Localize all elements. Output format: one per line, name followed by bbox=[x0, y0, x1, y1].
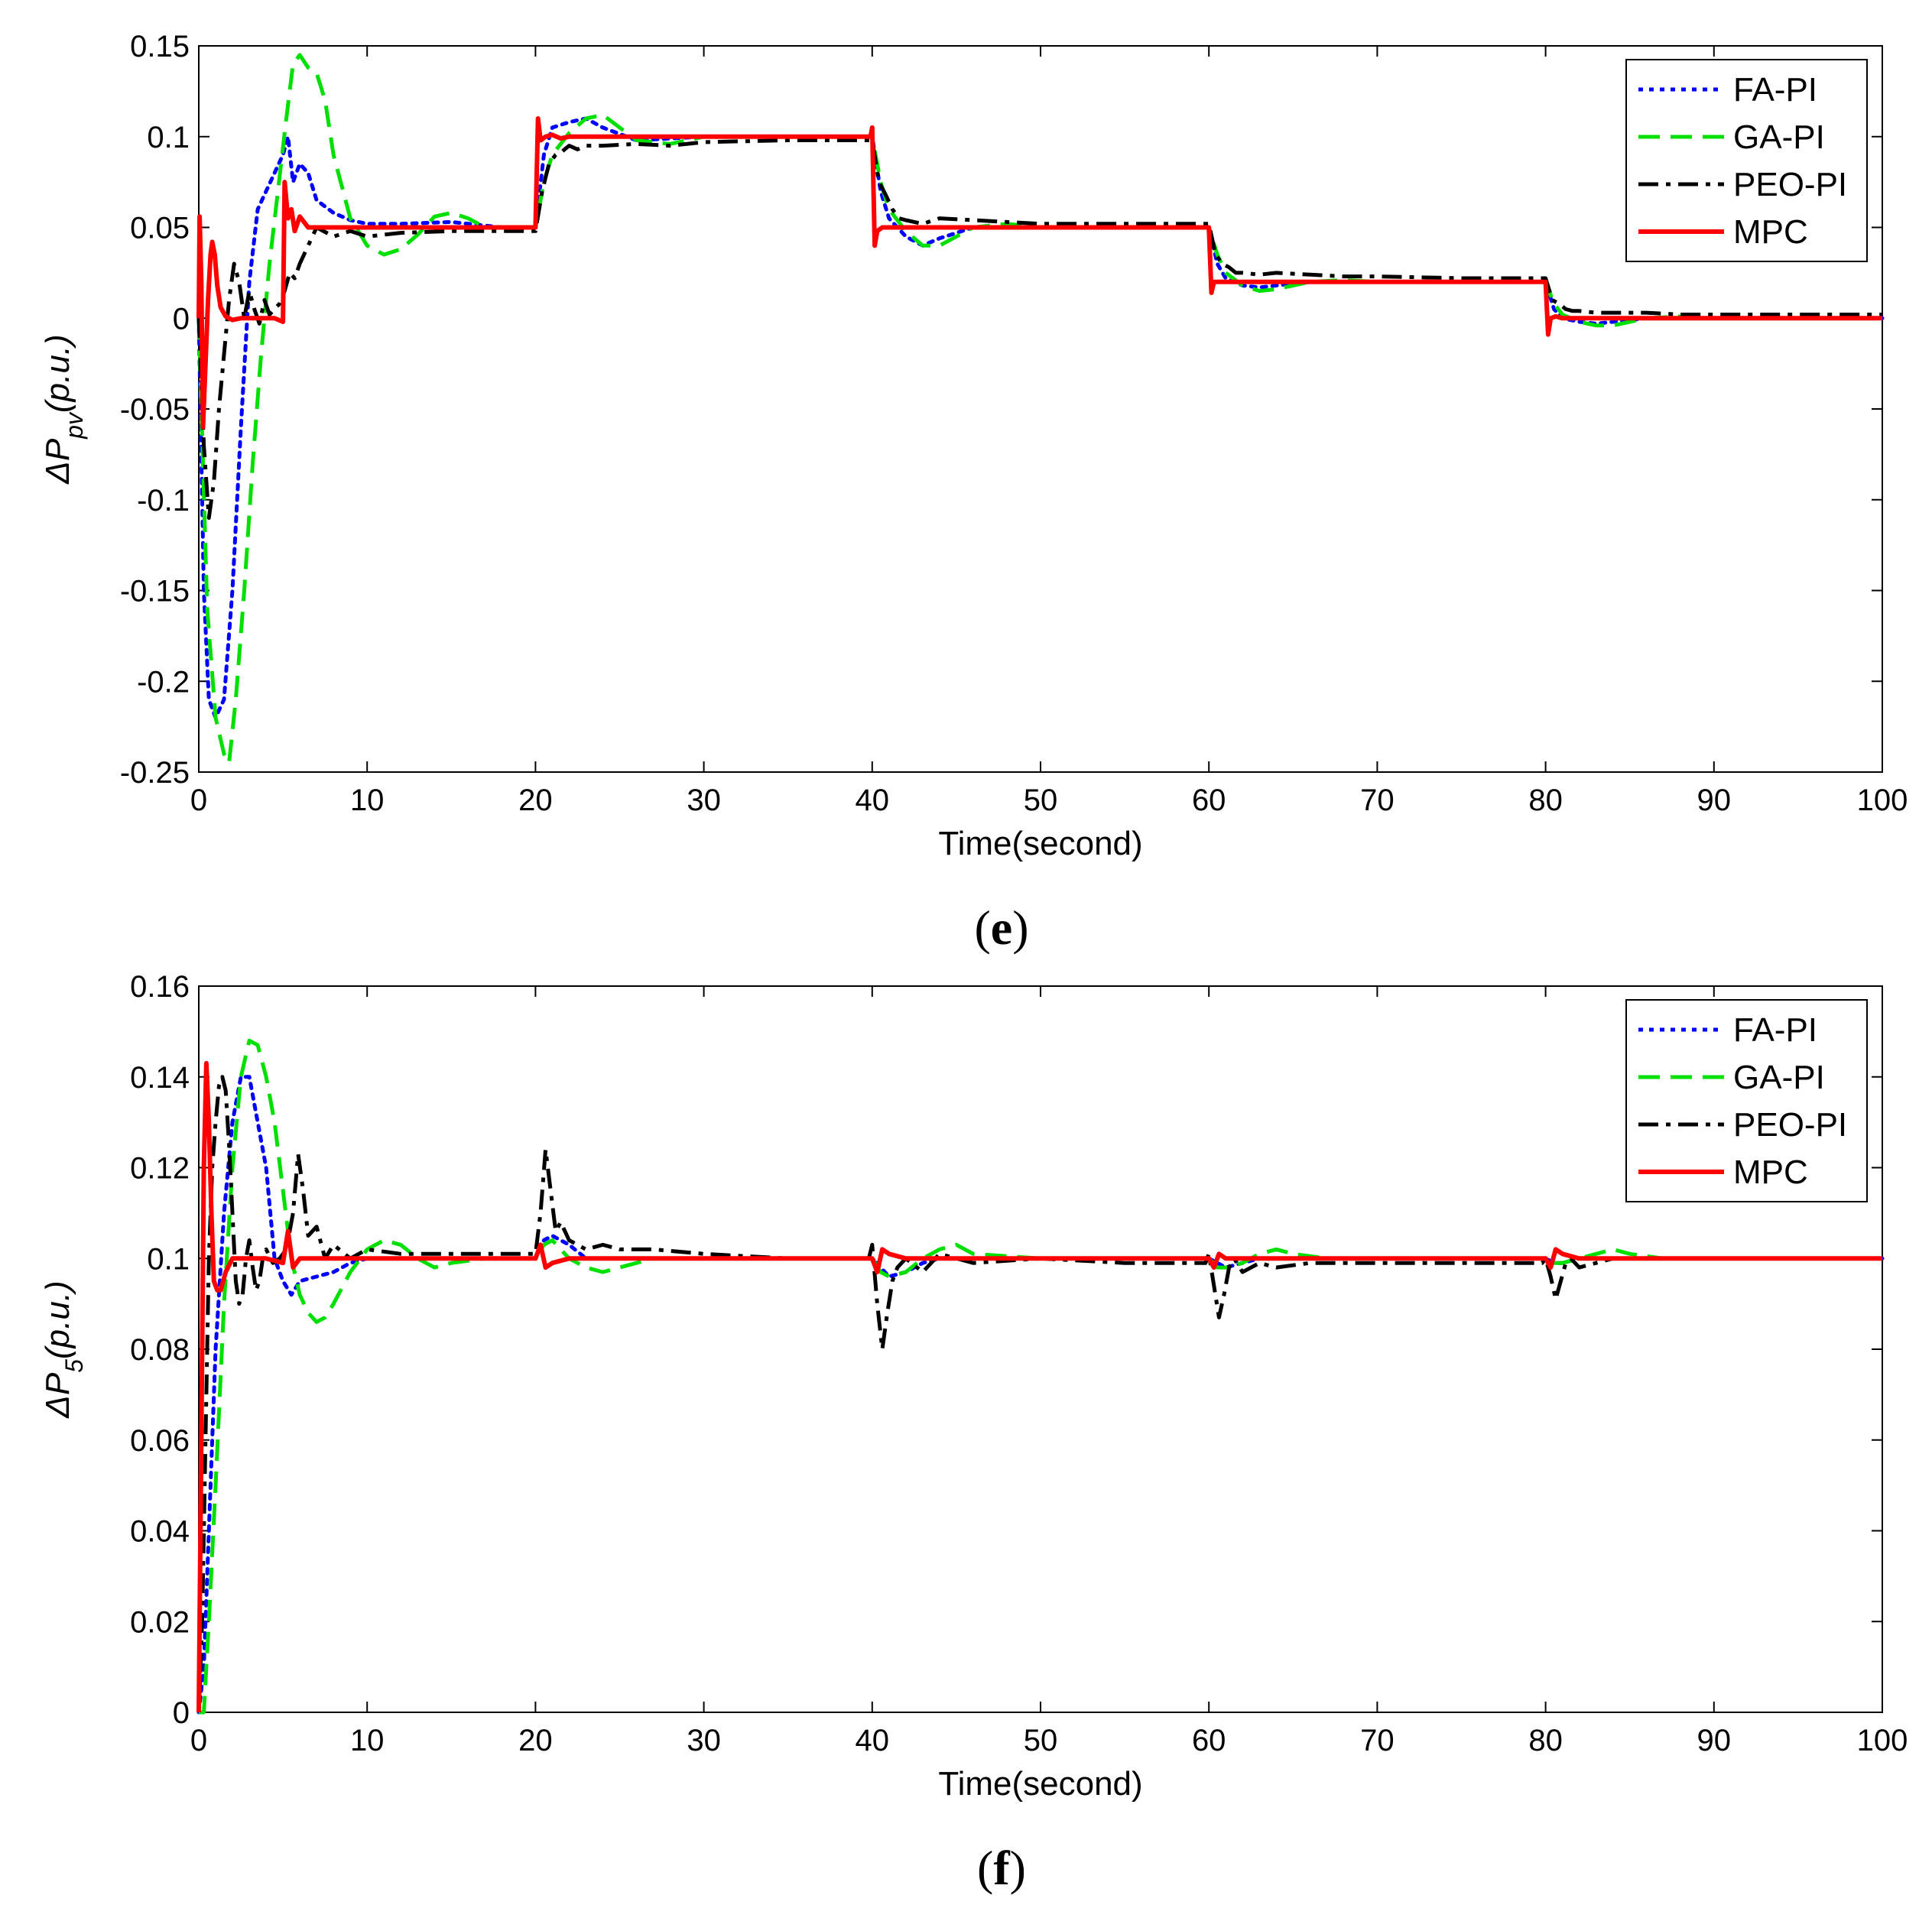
x-tick-label-f-10: 100 bbox=[1857, 1724, 1908, 1757]
x-tick-label-e-5: 50 bbox=[1024, 784, 1058, 817]
panel-caption-close-e: ) bbox=[1012, 900, 1028, 955]
y-tick-label-e-2: -0.15 bbox=[120, 575, 190, 608]
y-axis-label-f: ΔP5(p.u.) bbox=[39, 1280, 88, 1418]
y-tick-label-f-3: 0.06 bbox=[130, 1424, 190, 1458]
legend-box-e bbox=[1625, 59, 1868, 262]
x-tick-label-e-10: 100 bbox=[1857, 784, 1908, 817]
x-tick-label-f-7: 70 bbox=[1360, 1724, 1395, 1757]
y-tick-label-e-7: 0.1 bbox=[147, 121, 190, 154]
x-tick-label-f-2: 20 bbox=[518, 1724, 553, 1757]
x-axis-label-f: Time(second) bbox=[938, 1765, 1142, 1803]
y-tick-label-e-4: -0.05 bbox=[120, 393, 190, 427]
panel-e: 0 10 20 30 40 50 60 70 80 90 100 -0.25 -0.2 -0.15 -0.1… bbox=[39, 30, 1908, 955]
panel-caption-label-f: f bbox=[993, 1841, 1010, 1895]
x-tick-label-f-5: 50 bbox=[1024, 1724, 1058, 1757]
y-tick-label-f-4: 0.08 bbox=[130, 1333, 190, 1367]
series-layer-e bbox=[196, 53, 1885, 765]
legend-label-f-ga-pi: GA-PI bbox=[1733, 1059, 1825, 1096]
legend-label-e-ga-pi: GA-PI bbox=[1733, 118, 1825, 156]
y-tick-label-f-5: 0.1 bbox=[147, 1242, 190, 1276]
y-tick-label-f-0: 0 bbox=[173, 1696, 190, 1730]
y-tick-label-e-8: 0.15 bbox=[130, 30, 190, 63]
x-tick-label-f-4: 40 bbox=[856, 1724, 890, 1757]
ticks-e: 0 10 20 30 40 50 60 70 80 90 100 -0.25 -0.2 -0.15 -0.1… bbox=[120, 30, 1908, 817]
series-line-f-peo-pi bbox=[196, 1075, 1882, 1713]
legend-label-e-fa-pi: FA-PI bbox=[1733, 71, 1817, 109]
x-tick-label-f-0: 0 bbox=[190, 1724, 207, 1757]
x-tick-label-e-4: 40 bbox=[856, 784, 890, 817]
y-tick-label-e-0: -0.25 bbox=[120, 756, 190, 790]
plot-area-e bbox=[198, 45, 1883, 773]
y-tick-label-f-6: 0.12 bbox=[130, 1152, 190, 1186]
series-line-e-peo-pi bbox=[196, 138, 1882, 520]
y-tick-label-f-7: 0.14 bbox=[130, 1061, 190, 1095]
legend-label-e-peo-pi: PEO-PI bbox=[1733, 166, 1847, 203]
panel-caption-e: (e) bbox=[974, 900, 1028, 955]
series-line-e-mpc bbox=[196, 116, 1882, 430]
x-axis-label-e: Time(second) bbox=[938, 825, 1142, 862]
y-tick-label-e-1: -0.2 bbox=[137, 665, 190, 699]
panel-caption-f: (f) bbox=[977, 1841, 1026, 1895]
legend-label-f-peo-pi: PEO-PI bbox=[1733, 1106, 1847, 1144]
y-axis-label-e: ΔPpv(p.u.) bbox=[39, 334, 88, 484]
panel-caption-label-e: e bbox=[991, 900, 1012, 955]
legend-label-e-mpc: MPC bbox=[1733, 213, 1808, 251]
panel-caption-open-e: ( bbox=[974, 900, 990, 955]
series-layer-f bbox=[196, 1038, 1885, 1715]
x-tick-label-f-8: 80 bbox=[1528, 1724, 1563, 1757]
legend-label-f-fa-pi: FA-PI bbox=[1733, 1011, 1817, 1049]
ticks-f: 0 10 20 30 40 50 60 70 80 90 100 0 0.02 0.04 0.06 0.08 0… bbox=[130, 970, 1908, 1757]
panel-caption-open-f: ( bbox=[977, 1841, 993, 1895]
legend-label-f-mpc: MPC bbox=[1733, 1154, 1808, 1191]
x-tick-label-f-9: 90 bbox=[1697, 1724, 1732, 1757]
y-tick-label-e-3: -0.1 bbox=[137, 484, 190, 518]
x-tick-label-e-6: 60 bbox=[1192, 784, 1226, 817]
y-axis-label-suffix-e: (p.u.) bbox=[39, 334, 76, 413]
y-axis-label-sub-e: pv bbox=[60, 411, 88, 440]
x-tick-label-f-1: 10 bbox=[350, 1724, 385, 1757]
legend-e: FA-PI GA-PI PEO-PI MPC bbox=[1625, 59, 1868, 262]
y-tick-label-f-8: 0.16 bbox=[130, 970, 190, 1004]
x-tick-label-e-1: 10 bbox=[350, 784, 385, 817]
x-tick-label-f-6: 60 bbox=[1192, 1724, 1226, 1757]
legend-f: FA-PI GA-PI PEO-PI MPC bbox=[1625, 999, 1868, 1202]
panel-caption-close-f: ) bbox=[1010, 1841, 1026, 1895]
x-tick-label-e-9: 90 bbox=[1697, 784, 1732, 817]
x-tick-label-e-7: 70 bbox=[1360, 784, 1395, 817]
y-tick-label-f-2: 0.04 bbox=[130, 1515, 190, 1549]
plot-area-f bbox=[198, 985, 1883, 1713]
y-axis-label-suffix-f: (p.u.) bbox=[39, 1280, 76, 1359]
x-tick-label-e-3: 30 bbox=[687, 784, 721, 817]
y-axis-label-prefix-e: ΔP bbox=[39, 438, 76, 485]
legend-box-f bbox=[1625, 999, 1868, 1202]
y-axis-label-prefix-f: ΔP bbox=[39, 1372, 76, 1419]
x-tick-label-e-8: 80 bbox=[1528, 784, 1563, 817]
y-axis-label-sub-f: 5 bbox=[60, 1359, 88, 1373]
y-tick-label-f-1: 0.02 bbox=[130, 1605, 190, 1639]
panel-f: 0 10 20 30 40 50 60 70 80 90 100 0 0.02 0.04 0.06 0.08 0… bbox=[39, 970, 1908, 1895]
y-tick-label-e-6: 0.05 bbox=[130, 212, 190, 245]
series-line-f-mpc bbox=[196, 1060, 1882, 1713]
y-tick-label-e-5: 0 bbox=[173, 302, 190, 336]
x-tick-label-f-3: 30 bbox=[687, 1724, 721, 1757]
x-tick-label-e-2: 20 bbox=[518, 784, 553, 817]
x-tick-label-e-0: 0 bbox=[190, 784, 207, 817]
